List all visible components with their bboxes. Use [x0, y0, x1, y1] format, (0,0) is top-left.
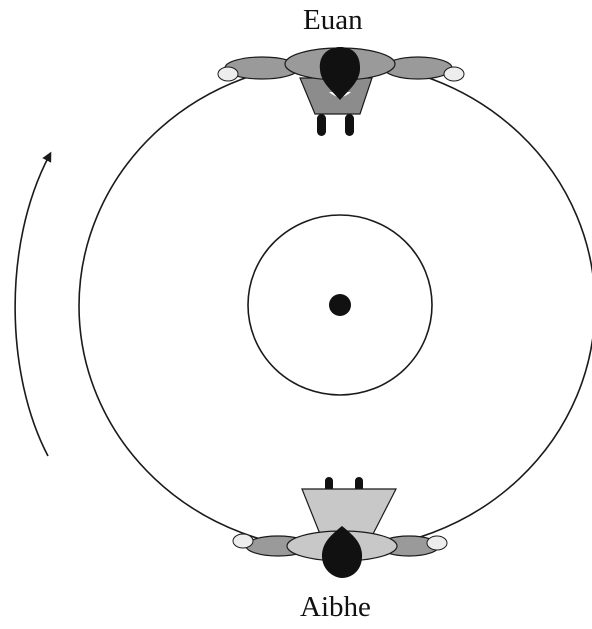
person-bottom-right-hand [426, 535, 448, 551]
person-top-name-label: Euan [303, 4, 363, 36]
person-bottom-head [321, 526, 363, 578]
person-top-left-hand [217, 66, 239, 82]
person-bottom-name-label: Aibhe [300, 591, 371, 623]
person-bottom-figure [232, 477, 448, 578]
person-top-head [319, 47, 361, 100]
person-top-figure [217, 47, 465, 136]
center-point [329, 294, 351, 316]
rotation-arrow [14, 151, 52, 457]
inner-circle [247, 214, 433, 396]
person-bottom-body [301, 488, 397, 535]
person-top-right-hand [443, 66, 465, 82]
person-bottom-left-hand [232, 533, 254, 549]
person-top-feet [317, 114, 354, 136]
